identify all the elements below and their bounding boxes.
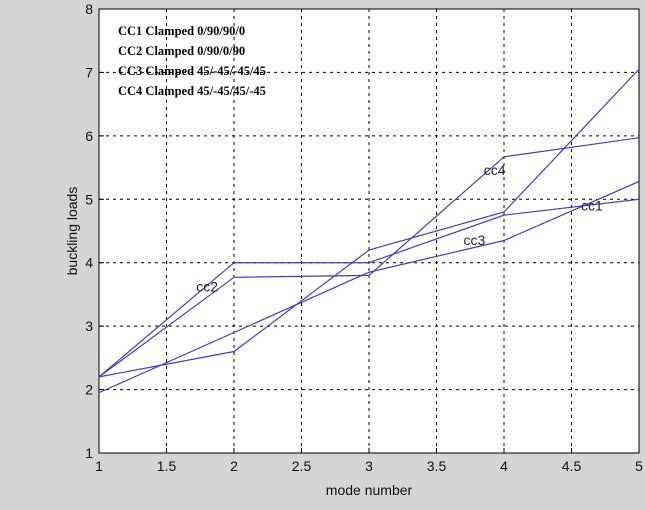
x-tick-label: 4.5 [562,458,582,474]
x-tick-label: 5 [635,458,643,474]
y-tick-label: 7 [85,64,93,80]
curve-annotation-cc1: cc1 [581,198,603,214]
grid [99,9,639,453]
legend-entry-4: CC4 Clamped 45/-45/45/-45 [118,84,266,98]
x-tick-label: 2.5 [292,458,312,474]
y-tick-label: 5 [85,191,93,207]
plot-area [99,9,639,453]
series-group [98,68,640,394]
series-line-2 [98,198,640,378]
y-tick-label: 6 [85,128,93,144]
x-tick-label: 1.5 [157,458,177,474]
legend: CC1 Clamped 0/90/90/0 CC2 Clamped 0/90/0/… [118,24,266,98]
legend-entry-3: CC3 Clamped 45/-45/-45/45 [118,64,266,78]
x-tick-label: 3 [365,458,373,474]
y-tick-label: 1 [85,445,93,461]
x-tick-label: 2 [230,458,238,474]
y-axis-label: buckling loads [64,187,80,276]
legend-entry-1: CC1 Clamped 0/90/90/0 [118,24,245,38]
series-line-1 [98,68,640,378]
y-tick-label: 8 [85,1,93,17]
axis-ticks: 1 1.5 2 2.5 3 3.5 4 4.5 5 1 2 3 4 5 6 7 8 [85,1,643,474]
x-tick-label: 1 [95,458,103,474]
x-tick-label: 4 [500,458,508,474]
curve-annotation-cc3: cc3 [464,232,486,248]
legend-entry-2: CC2 Clamped 0/90/0/90 [118,44,245,58]
series-line-4 [98,137,640,378]
curve-annotation-cc2: cc2 [196,278,218,294]
series-line-3 [98,180,640,394]
x-tick-label: 3.5 [427,458,447,474]
y-tick-label: 2 [85,382,93,398]
y-tick-label: 3 [85,318,93,334]
curve-annotation-cc4: cc4 [484,162,506,178]
x-axis-label: mode number [326,482,413,498]
annotations: cc4 cc1 cc3 cc2 [196,162,603,294]
y-tick-label: 4 [85,255,93,271]
